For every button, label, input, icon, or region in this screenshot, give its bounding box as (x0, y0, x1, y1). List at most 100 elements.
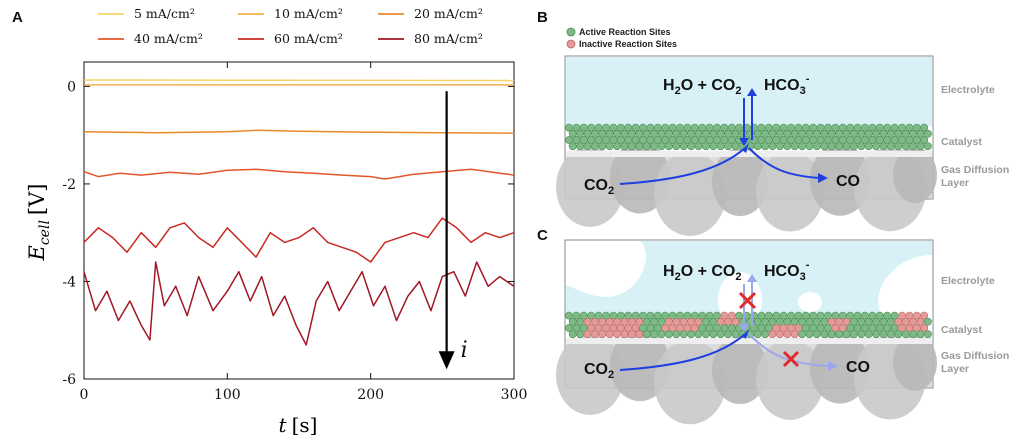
active-site (702, 142, 710, 151)
arrow-head-b1 (742, 143, 749, 153)
active-site (924, 330, 932, 339)
active-site (916, 142, 925, 151)
label-gdl-b-1: Gas Diffusion (941, 164, 1009, 176)
active-site (768, 142, 777, 151)
active-site (924, 129, 932, 138)
arrow-head-c2 (828, 361, 838, 371)
series-line-6 (83, 261, 515, 346)
active-site (820, 142, 829, 151)
active-site (894, 330, 903, 339)
inactive-site (613, 330, 621, 339)
gdl-fiber (712, 148, 768, 217)
active-site (731, 330, 740, 339)
co2-in-arrow-c (619, 333, 746, 371)
series-line-4 (83, 168, 515, 180)
gdl-co2-b: CO2 (584, 177, 614, 197)
label-gdl-b-2: Layer (941, 177, 969, 189)
active-site (798, 330, 806, 339)
series-line-5 (83, 217, 515, 263)
active-site (628, 142, 636, 151)
label-electrolyte-b: Electrolyte (941, 84, 995, 96)
legend-entry: 20 mA/cm² (414, 6, 483, 21)
chart-series (83, 79, 515, 346)
gdl-fiber (556, 334, 624, 415)
inactive-site (776, 330, 784, 339)
active-site (924, 317, 932, 326)
active-site (694, 330, 703, 339)
active-site (909, 330, 917, 339)
active-site (887, 330, 895, 339)
legend-entry: 40 mA/cm² (134, 31, 203, 46)
plot-frame (83, 61, 515, 380)
legend-entry: 80 mA/cm² (414, 31, 483, 46)
series-line-1 (83, 79, 515, 82)
active-site (827, 142, 836, 151)
gas-bubble-4 (878, 255, 932, 314)
inactive-site (783, 330, 792, 339)
co-out-arrow-b (748, 147, 821, 179)
label-catalyst-c: Catalyst (941, 324, 982, 336)
active-site (842, 142, 851, 151)
active-site (820, 330, 829, 339)
active-site (850, 330, 858, 339)
active-site (761, 142, 769, 151)
active-site (672, 330, 681, 339)
active-site (672, 142, 681, 151)
panel-letter-b: B (537, 9, 548, 26)
gdl-fiber (556, 146, 624, 227)
active-site (724, 330, 732, 339)
arrow-head-c1 (742, 329, 749, 339)
arrow-head-c3 (739, 324, 749, 332)
chart-legend: 5 mA/cm² 10 mA/cm² 20 mA/cm² 40 mA/cm² 60 mA… (98, 6, 483, 46)
active-site (864, 330, 873, 339)
active-site (620, 142, 629, 151)
co2-in-arrow-b (619, 147, 746, 185)
gdl-top-edge (566, 338, 932, 344)
catalyst-layer-c (565, 311, 932, 339)
active-site (798, 142, 806, 151)
active-site (687, 330, 695, 339)
active-site (827, 330, 836, 339)
y-tick-label: -4 (62, 274, 76, 290)
active-site (924, 142, 932, 151)
y-axis-label: Ecell[V] (25, 184, 53, 262)
active-site (909, 142, 917, 151)
panel-letter-c: C (537, 227, 548, 244)
diagram-flooded-operation: H2O + CO2 HCO3- CO2 CO (556, 239, 937, 425)
active-site (665, 142, 673, 151)
arrow-head-c4 (747, 274, 757, 282)
active-site (716, 330, 725, 339)
active-site (665, 330, 673, 339)
legend-entry: 5 mA/cm² (134, 6, 195, 21)
label-electrolyte-c: Electrolyte (941, 275, 995, 287)
active-site (872, 330, 880, 339)
active-site (568, 142, 577, 151)
active-site (650, 330, 658, 339)
active-site (761, 330, 769, 339)
active-site (687, 142, 695, 151)
active-site (850, 142, 858, 151)
product-bicarbonate-c: HCO3- (764, 259, 810, 283)
product-bicarbonate-b: HCO3- (764, 73, 810, 97)
active-site (842, 330, 851, 339)
arrow-head-b4 (747, 88, 757, 96)
active-site (872, 142, 880, 151)
current-direction-arrow: i (438, 91, 468, 370)
active-site (835, 142, 843, 151)
y-tick-label: -6 (62, 372, 76, 388)
blocked-cross-bottom (782, 350, 800, 368)
active-site (642, 142, 651, 151)
gdl-co2-c: CO2 (584, 361, 614, 381)
y-tick-label: 0 (67, 79, 76, 95)
active-site (613, 142, 621, 151)
x-axis-ticks: 0 100 200 300 (80, 62, 527, 403)
active-site (864, 142, 873, 151)
inactive-site (635, 330, 644, 339)
gdl-fiber (893, 334, 937, 391)
y-tick-label: -2 (62, 177, 76, 193)
active-site (568, 330, 577, 339)
inactive-site (628, 330, 636, 339)
active-site (598, 142, 607, 151)
active-site (835, 330, 843, 339)
